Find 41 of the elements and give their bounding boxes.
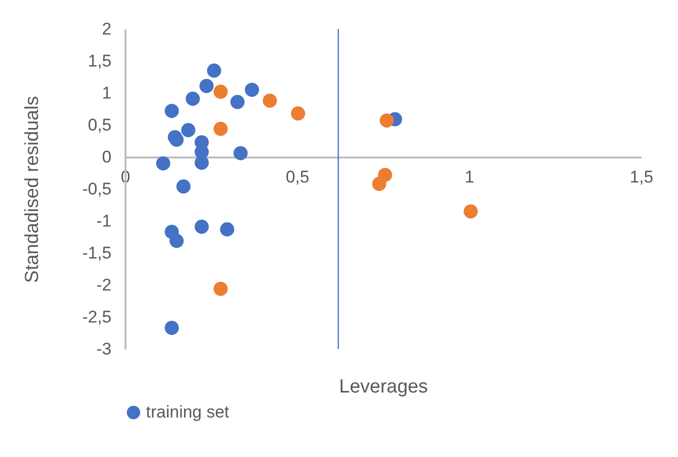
point [199, 78, 214, 94]
point [234, 146, 248, 160]
point [186, 92, 200, 106]
y-tick-label: -2 [96, 276, 112, 294]
point [194, 220, 209, 234]
y-tick-label: 2 [102, 20, 112, 38]
point [170, 132, 184, 147]
y-tick-label: -1,5 [82, 244, 112, 262]
y-tick-label: -1 [96, 212, 112, 230]
point [164, 104, 179, 118]
point [214, 122, 228, 136]
point [176, 179, 191, 194]
x-tick-label: 1 [464, 168, 474, 186]
x-tick-label: 0,5 [286, 168, 310, 186]
legend-label: training set [146, 402, 230, 422]
point [262, 94, 277, 108]
y-axis-title: Standadised residuals [22, 96, 44, 283]
point [214, 282, 228, 296]
y-tick-label: 0,5 [88, 116, 112, 134]
y-tick-label: -0,5 [82, 180, 112, 198]
point [464, 204, 478, 218]
point [194, 156, 209, 170]
point [220, 222, 234, 236]
point [156, 156, 170, 170]
y-tick-label: 0 [102, 148, 112, 166]
point [230, 94, 245, 110]
point [170, 234, 184, 248]
y-tick-label: 1 [102, 84, 112, 102]
y-tick-label: 1,5 [88, 52, 112, 70]
point [380, 113, 394, 128]
x-tick-label: 1,5 [630, 168, 654, 186]
point [214, 84, 228, 99]
point [164, 320, 179, 335]
point [244, 82, 260, 97]
x-axis-title: Leverages [339, 376, 428, 398]
point [207, 64, 222, 78]
point [372, 176, 386, 191]
point [290, 106, 306, 121]
y-tick-label: -2,5 [82, 308, 112, 326]
point [181, 123, 196, 138]
y-tick-label: -3 [96, 340, 112, 358]
